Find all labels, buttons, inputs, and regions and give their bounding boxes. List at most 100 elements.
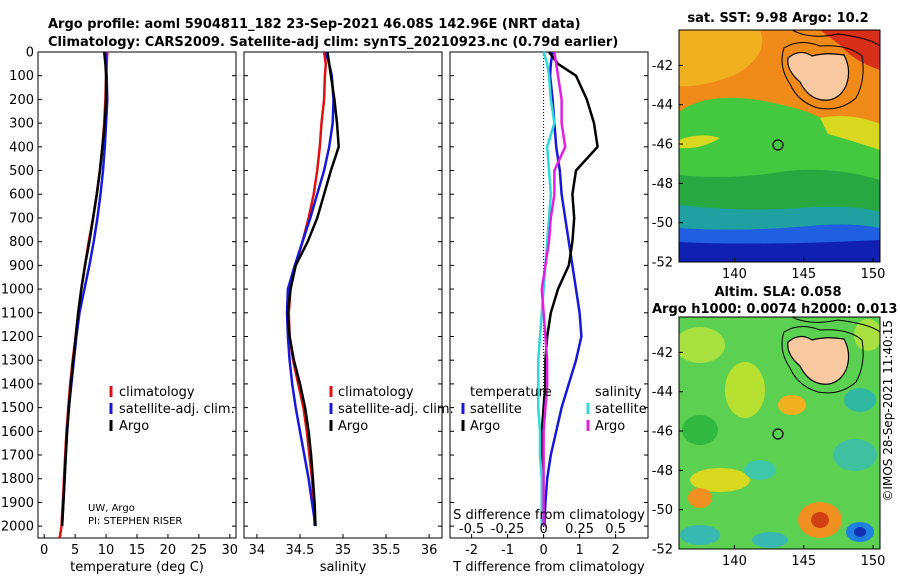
y-tick-label: 200	[9, 93, 34, 108]
map-y-tick-label: -50	[652, 503, 673, 518]
y-tick-label: 700	[9, 211, 34, 226]
map-y-tick-label: -42	[652, 346, 673, 361]
x-tick-label: 36	[421, 543, 438, 558]
map-y-tick-label: -46	[652, 425, 673, 440]
legend-label-climatology: climatology	[119, 385, 195, 400]
legend-label-argo: Argo	[119, 419, 149, 434]
temperature-axis-label: temperature (deg C)	[70, 560, 204, 575]
legend-label-salinity-argo: Argo	[595, 419, 625, 434]
s-tick-label: 0.25	[565, 522, 594, 537]
s-tick-label: 0.5	[605, 522, 626, 537]
x-tick-labels: 0 5 10 15 20 25 30 34 34.5 35 35.5 36 -2 -1 0 1 2 -0.5 -0.…	[40, 522, 626, 558]
temperature-legend: climatology satellite-adj. clim. Argo	[109, 385, 235, 434]
map-y-tick-label: -46	[652, 138, 673, 153]
difference-series	[536, 51, 599, 538]
imos-watermark: ©IMOS 28-Sep-2021 11:40:15	[881, 320, 895, 502]
map-y-tick-label: -52	[652, 543, 673, 558]
legend-title-temperature: temperature	[470, 385, 552, 400]
x-tick-label: 0	[539, 543, 547, 558]
y-tick-label: 0	[26, 46, 34, 61]
salinity-plot-frame	[243, 51, 443, 539]
header-title-line1: Argo profile: aoml 5904811_182 23-Sep-20…	[48, 17, 581, 32]
sst-map	[679, 30, 880, 262]
y-tick-label: 800	[9, 235, 34, 250]
x-tick-label: 25	[191, 543, 208, 558]
x-tick-label: 15	[129, 543, 146, 558]
salinity-legend: climatology satellite-adj. clim. Argo	[329, 385, 454, 434]
sst-map-ticks: 140 145 150 -42 -44 -46 -48 -50 -52	[652, 59, 886, 282]
y-tick-label: 900	[9, 259, 34, 274]
sla-map	[679, 317, 880, 549]
series-climatology	[287, 51, 328, 527]
t-difference-axis-label: T difference from climatology	[452, 560, 645, 575]
x-tick-label: 34	[249, 543, 266, 558]
series-salinity-argo	[540, 51, 567, 527]
y-tick-label: 1600	[1, 425, 34, 440]
map-x-tick-label: 140	[722, 267, 747, 282]
sst-map-frame	[678, 29, 881, 263]
y-tick-label: 1300	[1, 354, 34, 369]
temperature-plot-frame	[37, 51, 237, 539]
map-y-tick-label: -44	[652, 385, 673, 400]
x-tick-label: 35.5	[372, 543, 401, 558]
x-tick-label: 35	[335, 543, 352, 558]
y-tick-label: 1700	[1, 449, 34, 464]
salinity-series	[285, 51, 340, 527]
salinity-axis-label: salinity	[320, 560, 367, 575]
y-tick-label: 1400	[1, 377, 34, 392]
y-tick-label: 2000	[1, 520, 34, 535]
series-argo	[286, 51, 340, 527]
sst-argo-marker	[772, 139, 784, 151]
series-temperature-argo	[540, 51, 599, 527]
s-tick-label: -0.5	[459, 522, 484, 537]
y-tick-label: 400	[9, 140, 34, 155]
sst-map-title: sat. SST: 9.98 Argo: 10.2	[687, 11, 868, 26]
legend-label-temperature-argo: Argo	[470, 419, 500, 434]
x-tick-label: -1	[501, 543, 514, 558]
map-y-tick-label: -42	[652, 59, 673, 74]
map-y-tick-label: -44	[652, 98, 673, 113]
x-tick-label: -2	[465, 543, 478, 558]
map-x-tick-label: 150	[861, 554, 886, 569]
map-x-tick-label: 150	[861, 267, 886, 282]
temperature-series	[58, 51, 109, 539]
y-tick-label: 1800	[1, 472, 34, 487]
y-tick-label: 600	[9, 188, 34, 203]
map-y-tick-label: -50	[652, 216, 673, 231]
x-tick-label: 10	[98, 543, 115, 558]
s-tick-label: 0	[539, 522, 547, 537]
legend-label-argo: Argo	[338, 419, 368, 434]
sla-argo-marker	[772, 428, 784, 440]
y-tick-label: 1200	[1, 330, 34, 345]
x-tick-label: 1	[575, 543, 583, 558]
x-tick-label: 20	[160, 543, 177, 558]
header-title-line2: Climatology: CARS2009. Satellite-adj cli…	[48, 35, 618, 50]
map-y-tick-label: -48	[652, 177, 673, 192]
map-x-tick-label: 145	[791, 267, 816, 282]
y-tick-label: 100	[9, 69, 34, 84]
depth-axis: 0 100 200 300 400 500 600 700 800 900 1000 1100 1200…	[1, 46, 648, 535]
series-satellite-adj-clim	[285, 51, 335, 527]
y-tick-label: 1100	[1, 306, 34, 321]
credit-line2: PI: STEPHEN RISER	[88, 516, 182, 527]
sla-map-ticks: 140 145 150 -42 -44 -46 -48 -50 -52	[652, 346, 886, 569]
y-tick-label: 500	[9, 164, 34, 179]
y-tick-label: 1900	[1, 496, 34, 511]
sla-map-frame	[678, 316, 881, 550]
legend-title-salinity: salinity	[595, 385, 642, 400]
map-x-tick-label: 145	[791, 554, 816, 569]
legend-label-satellite-adj: satellite-adj. clim.	[338, 402, 454, 417]
x-tick-label: 30	[222, 543, 239, 558]
x-tick-label: 2	[611, 543, 619, 558]
s-tick-label: -0.25	[491, 522, 525, 537]
difference-legend: temperature satellite Argo salinity sate…	[461, 385, 647, 434]
map-y-tick-label: -48	[652, 464, 673, 479]
x-tick-label: 34.5	[285, 543, 314, 558]
legend-label-climatology: climatology	[338, 385, 414, 400]
series-satellite-adj-clim	[60, 51, 109, 527]
y-tick-label: 300	[9, 117, 34, 132]
series-argo	[60, 51, 108, 527]
map-x-tick-label: 140	[722, 554, 747, 569]
map-y-tick-label: -52	[652, 256, 673, 271]
